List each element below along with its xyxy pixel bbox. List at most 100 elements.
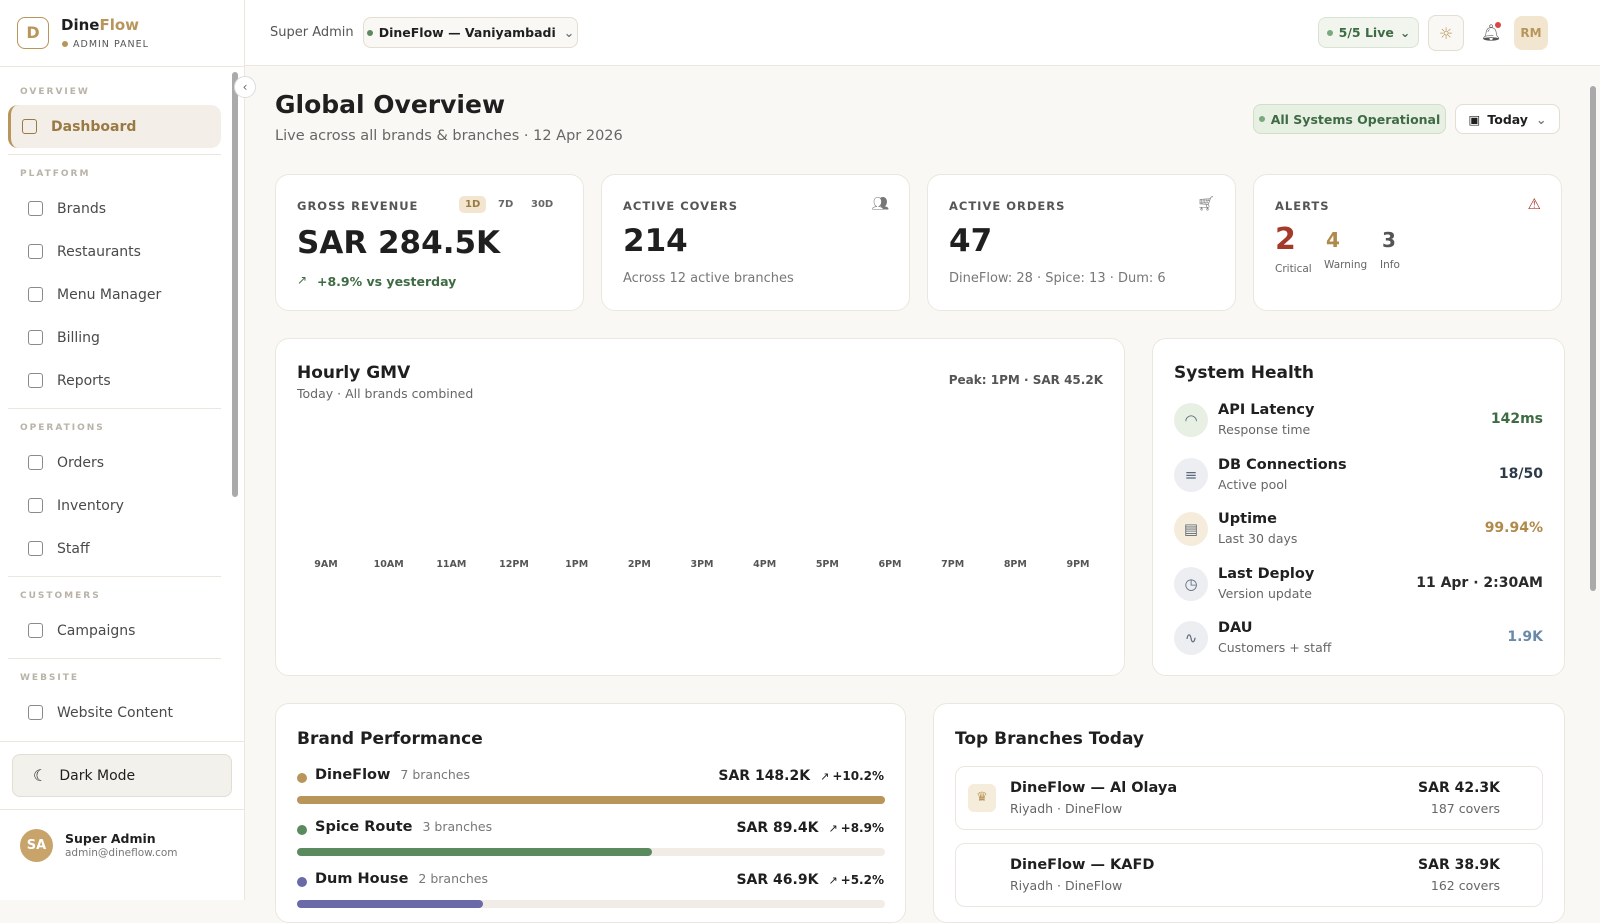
branch-revenue: SAR 42.3K	[1418, 780, 1500, 796]
range-tab[interactable]: 7D	[498, 199, 514, 210]
health-name: Uptime	[1218, 511, 1277, 527]
nav-icon	[28, 201, 43, 216]
health-sub: Customers + staff	[1218, 640, 1332, 655]
theme-button[interactable]: ☼	[1428, 15, 1464, 51]
nav-item[interactable]: Inventory	[8, 484, 221, 527]
nav-item[interactable]: Billing	[8, 316, 221, 359]
health-icon: ∿	[1174, 621, 1208, 655]
nav-icon	[28, 287, 43, 302]
kpi-value: 47	[949, 223, 993, 259]
range-tab[interactable]: 1D	[459, 196, 487, 213]
brand-row: Dum House 2 branches	[315, 871, 488, 887]
kpi-icon: 👥︎	[871, 196, 889, 212]
hour-label: 9PM	[1066, 559, 1090, 570]
divider	[8, 576, 221, 577]
nav-icon	[28, 623, 43, 638]
kpi-label: ACTIVE ORDERS	[949, 199, 1066, 213]
nav-icon	[22, 119, 37, 134]
kpi-trend-icon: ↗	[297, 273, 308, 287]
nav-item[interactable]: Restaurants	[8, 230, 221, 273]
hour-label: 1PM	[565, 559, 589, 570]
branch-select[interactable]: DineFlow — Vaniyambadi ⌄	[363, 17, 578, 48]
hour-label: 5PM	[815, 559, 839, 570]
brand-bar	[297, 848, 652, 856]
role: Super Admin	[270, 25, 354, 40]
branch-covers: 162 covers	[1430, 878, 1500, 893]
divider	[8, 658, 221, 659]
card-title: Hourly GMV	[297, 363, 411, 383]
avatar[interactable]: RM	[1514, 16, 1548, 50]
brand-bar	[297, 796, 885, 804]
nav-label: Dashboard	[51, 118, 137, 135]
section-title: OVERVIEW	[20, 87, 90, 97]
kpi-value: 214	[623, 223, 688, 259]
hour-label: 6PM	[878, 559, 902, 570]
nav-item[interactable]: Dashboard	[8, 105, 221, 148]
user-email: admin@dineflow.com	[65, 847, 178, 859]
brand-name: DineFlow	[61, 16, 139, 34]
page-scrollbar	[1590, 86, 1596, 591]
user-name: Super Admin	[65, 831, 156, 846]
nav-icon	[28, 541, 43, 556]
branch-row[interactable]: DineFlow — KAFD Riyadh · DineFlow SAR 38.9…	[955, 843, 1543, 907]
health-icon: ◠	[1174, 403, 1208, 437]
alert-count: 2	[1275, 222, 1296, 257]
hour-label: 3PM	[690, 559, 714, 570]
nav-item[interactable]: Staff	[8, 527, 221, 570]
alerts-card: ALERTS ⚠ 2 Critical 4 Warning 3 Info	[1253, 174, 1562, 311]
branch-name: DineFlow — Al Olaya	[1010, 780, 1178, 796]
brand-right: SAR 148.2K ↗ +10.2%	[718, 768, 884, 784]
health-sub: Response time	[1218, 422, 1311, 437]
notifications[interactable]: 🔔︎	[1480, 22, 1502, 42]
branch: DineFlow — Vaniyambadi	[378, 25, 556, 40]
nav-item[interactable]: Orders	[8, 441, 221, 484]
hour-label: 10AM	[373, 559, 404, 570]
brand-revenue: SAR 89.4K	[736, 820, 819, 836]
dark-mode-button[interactable]: ☾ Dark Mode	[12, 754, 232, 797]
kpi-icon: 🛒︎	[1197, 196, 1215, 212]
nav-item[interactable]: Campaigns	[8, 609, 221, 652]
nav-icon	[28, 373, 43, 388]
user-avatar: SA	[20, 829, 53, 862]
nav-label: Campaigns	[57, 622, 136, 639]
brand-name: DineFlow	[315, 767, 391, 783]
brand-trend-icon: ↗	[828, 874, 838, 887]
gmv-peak: Peak: 1PM · SAR 45.2K	[948, 373, 1103, 387]
section-title: WEBSITE	[20, 673, 80, 683]
range-tab[interactable]: 30D	[531, 199, 554, 210]
brand-dot	[297, 773, 307, 783]
section-title: CUSTOMERS	[20, 591, 101, 601]
nav-label: Brands	[57, 200, 106, 217]
live-select[interactable]: 5/5 Live ⌄	[1318, 17, 1419, 48]
collapse-button[interactable]: ‹	[234, 76, 256, 98]
alert-label: Warning	[1324, 259, 1368, 271]
health-icon: ◷	[1174, 566, 1208, 601]
brand-right: SAR 89.4K ↗ +8.9%	[736, 820, 884, 836]
hour-label: 12PM	[499, 559, 529, 570]
nav-item[interactable]: Menu Manager	[8, 273, 221, 316]
health-value: 99.94%	[1484, 520, 1543, 536]
branch-covers: 187 covers	[1430, 801, 1500, 816]
branch-row[interactable]: ♛ DineFlow — Al Olaya Riyadh · DineFlow SAR…	[955, 766, 1543, 830]
range-select[interactable]: ▣ Today ⌄	[1455, 104, 1560, 134]
health-name: DAU	[1218, 620, 1253, 636]
logo: D	[17, 17, 49, 49]
brand-b: Flow	[99, 16, 140, 34]
content: GROSS REVENUE 1D 7D 30D SAR 284.5K ↗ +8.9% vs …	[275, 174, 1565, 923]
revenue-card: GROSS REVENUE 1D 7D 30D SAR 284.5K ↗ +8.9% vs …	[275, 174, 584, 311]
nav-label: Inventory	[57, 497, 124, 514]
nav-item[interactable]: Brands	[8, 187, 221, 230]
health-name: DB Connections	[1218, 456, 1347, 473]
health-sub: Last 30 days	[1218, 531, 1298, 546]
brand-branches: 2 branches	[418, 871, 488, 886]
nav-item[interactable]: Reports	[8, 359, 221, 402]
health-name: Last Deploy	[1218, 565, 1315, 582]
nav-item[interactable]: Website Content	[8, 691, 221, 734]
kpi-note: Across 12 active branches	[623, 271, 794, 286]
range: Today	[1487, 111, 1528, 127]
health-value: 1.9K	[1507, 629, 1543, 645]
nav-icon	[28, 244, 43, 259]
health-card: System Health ◠ API Latency Response time 14…	[1152, 338, 1565, 676]
brand-subtitle: ADMIN PANEL	[73, 39, 149, 50]
kpi-label: ALERTS	[1275, 199, 1330, 213]
